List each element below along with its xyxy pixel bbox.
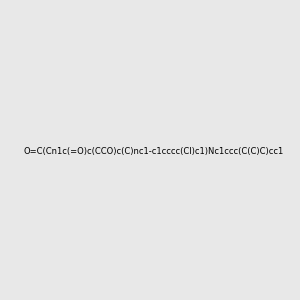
Text: O=C(Cn1c(=O)c(CCO)c(C)nc1-c1cccc(Cl)c1)Nc1ccc(C(C)C)cc1: O=C(Cn1c(=O)c(CCO)c(C)nc1-c1cccc(Cl)c1)N… bbox=[24, 147, 284, 156]
